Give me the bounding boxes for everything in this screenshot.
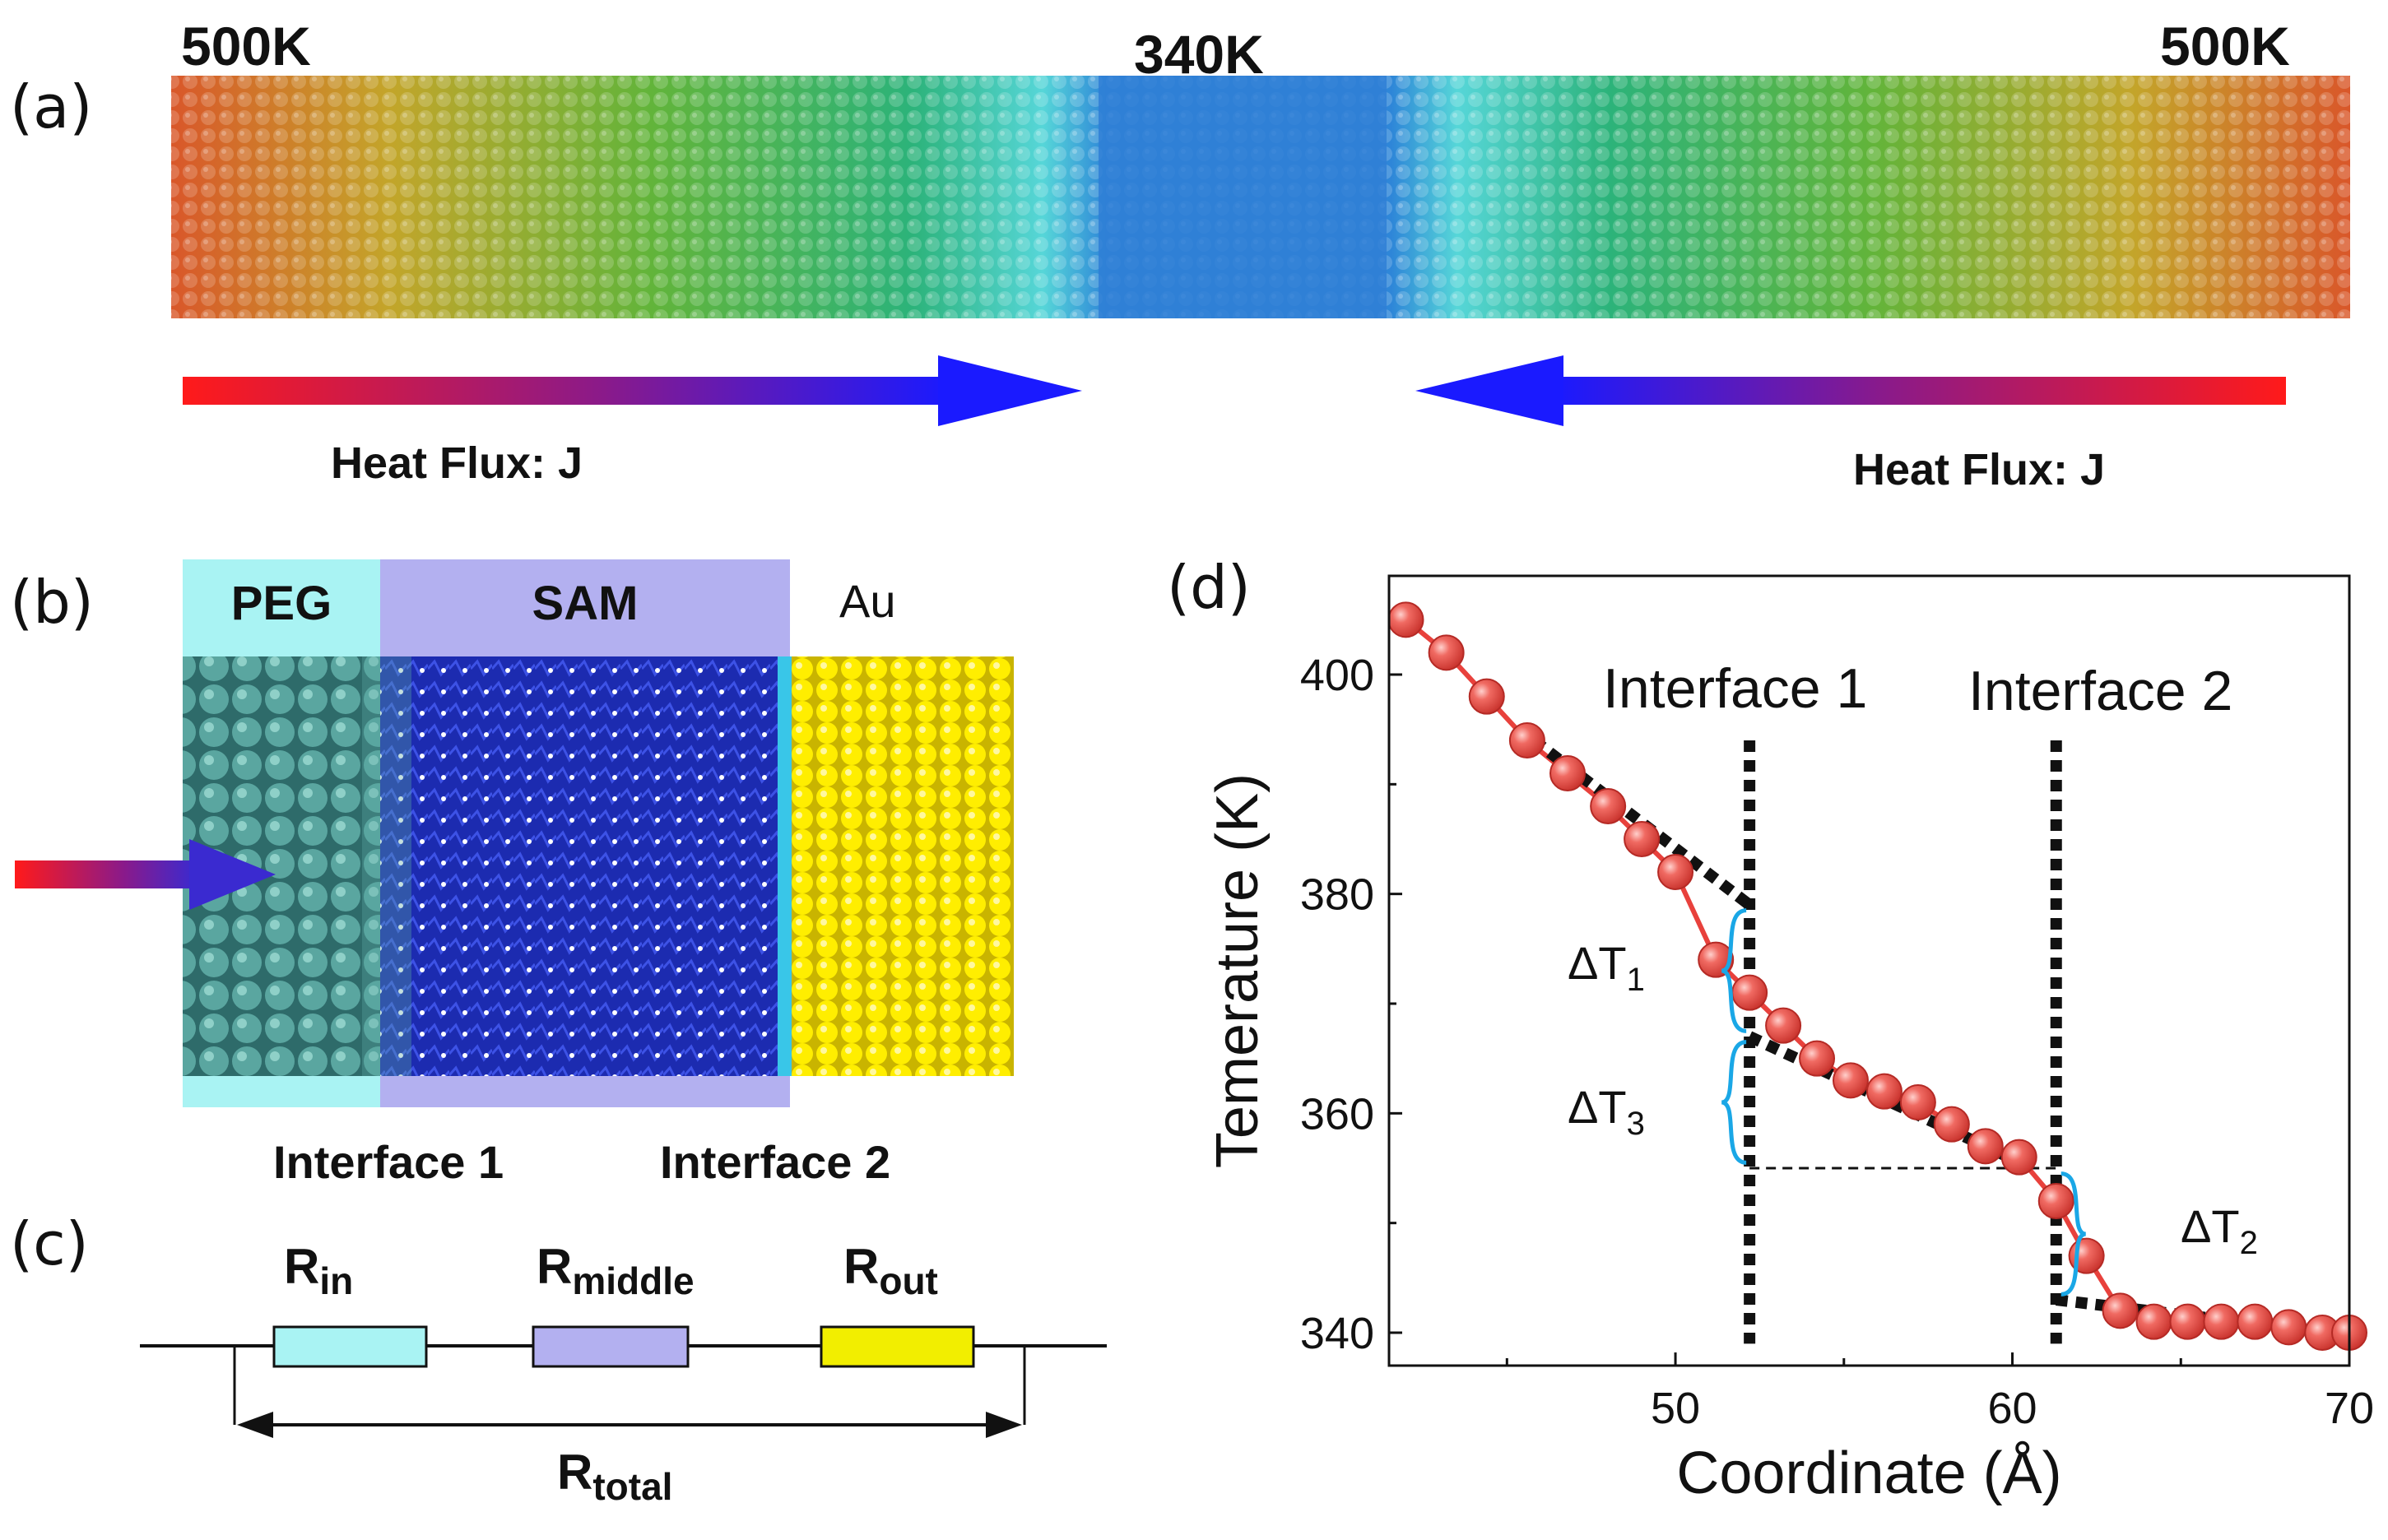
au-label: Au [839, 575, 896, 627]
data-point [1590, 788, 1627, 824]
plot-frame [1387, 574, 2351, 1367]
brace-dT3 [1721, 1040, 1747, 1165]
au-center-slab [1099, 76, 1387, 318]
md-simulation-strip [171, 76, 2350, 426]
delta-t3-label: ΔT3 [1568, 1081, 1645, 1142]
r-middle-label: Rmiddle [537, 1239, 695, 1302]
x-tick-label: 70 [2325, 1384, 2374, 1433]
r-in-label: Rin [284, 1239, 354, 1302]
panel-d-label: (d) [1167, 553, 1251, 622]
data-point [2237, 1303, 2274, 1340]
delta-t1-label: ΔT1 [1568, 937, 1645, 998]
panel-c-label: (c) [10, 1209, 89, 1278]
data-point [2037, 1183, 2074, 1219]
interface-structure-figure [15, 559, 1014, 1107]
data-point [1765, 1007, 1802, 1044]
x-tick-label: 60 [1987, 1384, 2037, 1433]
data-point [1731, 974, 1768, 1011]
data-point [1967, 1128, 2004, 1165]
data-point [2000, 1139, 2037, 1176]
sam-label: SAM [532, 577, 639, 630]
data-point [2102, 1292, 2139, 1329]
data-point [1508, 722, 1545, 758]
temp-right-label: 500K [2160, 16, 2290, 77]
panel-b-label: (b) [10, 568, 94, 637]
brace-dT1 [1721, 908, 1747, 1033]
resistor-middle [532, 1325, 690, 1368]
data-point [2270, 1309, 2307, 1346]
interface1-label-b: Interface 1 [273, 1136, 504, 1188]
y-tick-label: 340 [1300, 1309, 1374, 1358]
data-point [1865, 1073, 1903, 1110]
data-point [2135, 1303, 2172, 1340]
data-point [2169, 1303, 2206, 1340]
x-axis-label: Coordinate (Å) [1676, 1440, 2061, 1506]
sam-label-bar [380, 559, 790, 666]
data-point [1899, 1084, 1936, 1120]
heat-flux-arrow-right [1415, 355, 2286, 426]
x-tick-label: 50 [1651, 1384, 1700, 1433]
r-total-label: Rtotal [557, 1445, 673, 1508]
data-point [1549, 755, 1587, 791]
sulfur-layer [778, 656, 792, 1076]
au-region [792, 656, 1014, 1076]
data-point [2203, 1303, 2240, 1340]
heat-flux-arrow-b [15, 860, 196, 888]
temp-left-label: 500K [181, 16, 311, 77]
resistance-circuit [140, 1325, 1107, 1438]
y-tick-label: 380 [1300, 870, 1374, 920]
data-point [1387, 601, 1424, 638]
resistor-in [272, 1325, 428, 1368]
resistor-out [820, 1325, 975, 1368]
data-point [1933, 1106, 1970, 1143]
peg-label: PEG [230, 577, 332, 630]
data-point [1832, 1062, 1869, 1099]
data-point [1468, 678, 1505, 715]
temp-center-label: 340K [1134, 24, 1264, 85]
panel-a-label: (a) [10, 72, 93, 141]
heat-flux-arrow-left [183, 355, 1082, 426]
annot-interface2: Interface 2 [1968, 660, 2232, 722]
flux-right-label: Heat Flux: J [1853, 445, 2106, 494]
y-tick-label: 400 [1300, 651, 1374, 700]
delta-t2-label: ΔT2 [2181, 1200, 2258, 1261]
sam-region [380, 656, 790, 1076]
data-point [1428, 634, 1465, 671]
peg-label-bar [183, 559, 380, 666]
data-point [1624, 821, 1661, 857]
y-axis-label: Temerature (K) [1205, 773, 1271, 1168]
y-tick-label: 360 [1300, 1089, 1374, 1139]
data-point [1657, 854, 1694, 890]
interface2-label-b: Interface 2 [660, 1136, 891, 1188]
r-out-label: Rout [843, 1239, 938, 1302]
data-point [1799, 1040, 1836, 1077]
annot-interface1: Interface 1 [1603, 657, 1867, 720]
flux-left-label: Heat Flux: J [331, 438, 583, 488]
